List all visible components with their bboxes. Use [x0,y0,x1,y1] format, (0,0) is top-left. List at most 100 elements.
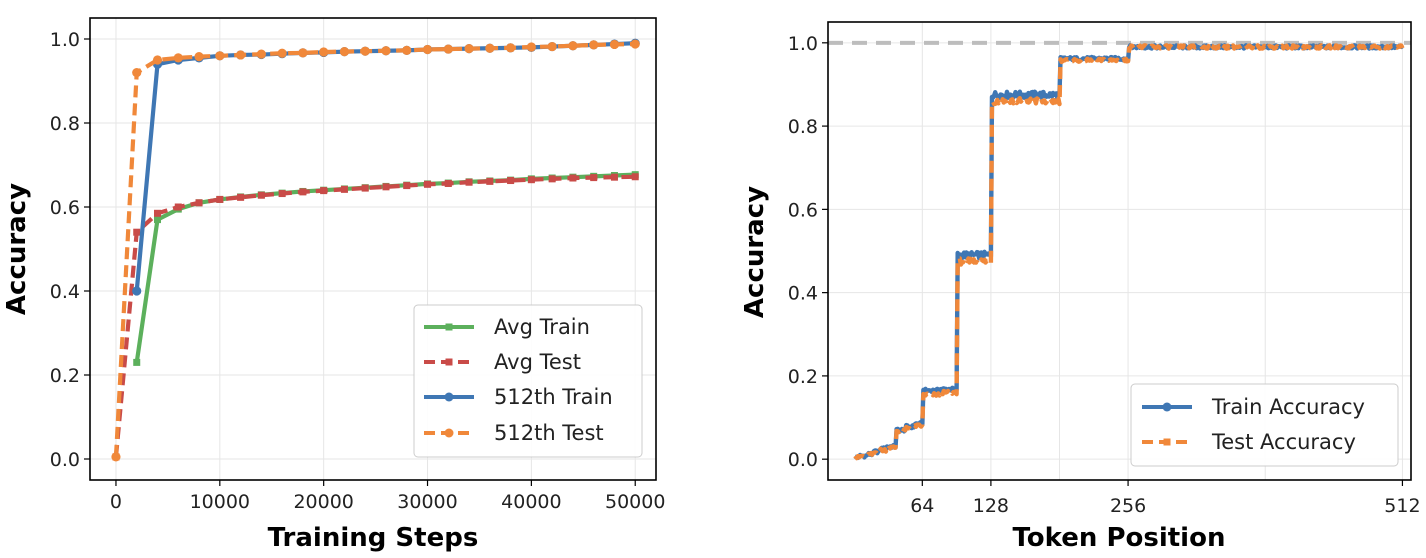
avg-test-point [590,174,598,182]
legend-entry-512th-train: 512th Train [424,385,613,409]
512th-test-point [547,41,557,52]
avg-test-point [320,187,328,195]
avg-test-point [361,184,369,192]
left-chart: 0 10000 20000 30000 40000 50000 0.0 0.2 0.4 0.6 0.… [2,17,666,553]
right-x-tick-label: 512 [1384,495,1420,517]
avg-test-line [113,174,636,458]
right-x-tick-label: 64 [910,495,934,517]
512th-test-point [152,55,163,65]
legend-test-accuracy-label: Test Accuracy [1211,430,1356,454]
512th-test-point [506,43,516,53]
512th-test-point [298,48,308,58]
avg-test-point [216,195,224,203]
right-x-tick-label: 256 [1110,495,1146,517]
512th-test-point [526,42,536,52]
legend-avg-test-marker [445,358,453,366]
512th-test-point [609,39,620,50]
avg-test-point [174,203,182,211]
right-series [828,40,1411,461]
legend-entry-train-accuracy: Train Accuracy [1142,395,1365,419]
right-y-axis-title: Accuracy [740,186,770,318]
legend-512th-test-label: 512th Test [494,421,604,445]
512th-test-point [339,47,350,57]
legend-entry-test-accuracy: Test Accuracy [1142,430,1356,454]
legend-train-accuracy-marker [1162,402,1172,412]
avg-test-point [610,173,618,181]
left-y-tick-label: 0.4 [50,281,80,303]
avg-test-point [507,177,515,185]
avg-train-point [133,358,141,366]
512th-test-point [402,45,412,55]
left-legend: Avg Train Avg Test 512th Train 512th Tes… [413,304,643,458]
legend-entry-512th-test: 512th Test [424,421,604,445]
512th-test-point [381,46,391,56]
512th-test-point [256,49,266,59]
avg-test-point [340,185,348,193]
left-y-tick-label: 0.8 [50,113,80,135]
avg-test-point [133,228,141,236]
right-chart: 64 128 256 512 0.0 0.2 0.4 0.6 0.8 1.0 Token Posi… [740,21,1421,553]
avg-test-point [527,176,535,184]
avg-test-point [444,179,452,187]
avg-test-point [424,180,432,188]
512th-test-point [235,50,246,60]
legend-avg-test-label: Avg Test [494,350,581,374]
legend-test-accuracy-marker [1163,438,1171,446]
right-legend: Train Accuracy Test Accuracy [1130,383,1399,467]
512th-test-point [360,46,370,56]
legend-512th-train-marker [444,392,454,402]
legend-avg-train-marker [445,323,453,331]
left-y-tick-label: 0.0 [50,449,80,471]
left-series [111,38,640,462]
512th-test-point [630,39,640,49]
right-y-tick-label: 0.0 [788,449,818,471]
avg-test-point [299,188,307,196]
512th-test-point [319,47,329,57]
left-y-tick-label: 1.0 [50,29,80,51]
512th-test-point [589,40,599,50]
left-y-tick-label: 0.2 [50,365,80,387]
left-grid [90,18,656,480]
right-y-tick-label: 1.0 [788,33,818,55]
left-x-tick-label: 40000 [501,491,561,513]
left-ticks: 0 10000 20000 30000 40000 50000 0.0 0.2 0.4 0.6 0.… [50,29,666,513]
avg-test-point [403,182,411,190]
512th-test-point [277,48,287,58]
legend-512th-test-marker [444,428,454,438]
avg-train-point [154,216,162,224]
right-y-tick-label: 0.2 [788,366,818,388]
512th-test-point [173,53,183,63]
avg-test-point [195,199,203,207]
512th-test-point [443,44,453,54]
left-x-tick-label: 50000 [605,491,665,513]
left-x-tick-label: 20000 [293,491,353,513]
right-x-tick-label: 128 [973,495,1009,517]
avg-test-point [382,183,390,191]
512th-test-point [568,41,578,51]
test-accuracy-line [853,43,1405,461]
left-y-axis-title: Accuracy [2,183,32,315]
avg-test-point [465,178,473,186]
left-x-tick-label: 0 [110,491,122,513]
avg-test-point [569,174,577,182]
right-ticks: 64 128 256 512 0.0 0.2 0.4 0.6 0.8 1.0 [788,33,1421,517]
right-axes-frame [827,21,1412,481]
legend-train-accuracy-label: Train Accuracy [1211,395,1365,419]
512th-test-point [111,452,121,462]
512th-test-point [422,44,433,55]
legend-entry-avg-test: Avg Test [424,350,581,374]
avg-test-point [154,209,162,217]
left-y-tick-label: 0.6 [50,197,80,219]
legend-avg-train-label: Avg Train [494,315,590,339]
avg-test-point [548,175,556,183]
512th-train-line [134,41,636,292]
right-legend-box [1130,383,1399,467]
left-axes-frame [89,17,657,481]
right-y-tick-label: 0.4 [788,283,818,305]
512th-test-point [485,43,495,53]
512th-test-point [132,68,142,78]
avg-test-point [257,191,265,199]
avg-test-point [237,193,245,201]
512th-train-point [132,286,142,296]
